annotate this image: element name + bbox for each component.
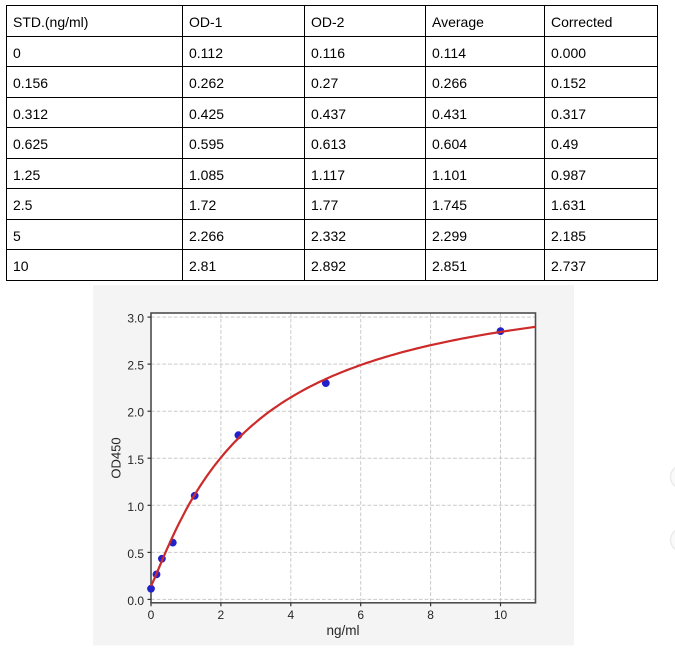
svg-text:6: 6 — [357, 608, 364, 622]
svg-text:8: 8 — [427, 608, 434, 622]
svg-text:3.0: 3.0 — [127, 312, 144, 326]
svg-text:0.5: 0.5 — [127, 547, 144, 561]
svg-text:4: 4 — [287, 608, 294, 622]
svg-text:2: 2 — [218, 608, 225, 622]
svg-text:1.5: 1.5 — [127, 453, 144, 467]
svg-text:2.5: 2.5 — [127, 359, 144, 373]
svg-text:ng/ml: ng/ml — [326, 623, 359, 638]
svg-text:OD450: OD450 — [109, 437, 124, 478]
svg-text:0.0: 0.0 — [127, 594, 144, 608]
svg-text:0: 0 — [148, 608, 155, 622]
svg-text:1.0: 1.0 — [127, 500, 144, 514]
svg-text:10: 10 — [494, 608, 508, 622]
svg-text:2.0: 2.0 — [127, 406, 144, 420]
